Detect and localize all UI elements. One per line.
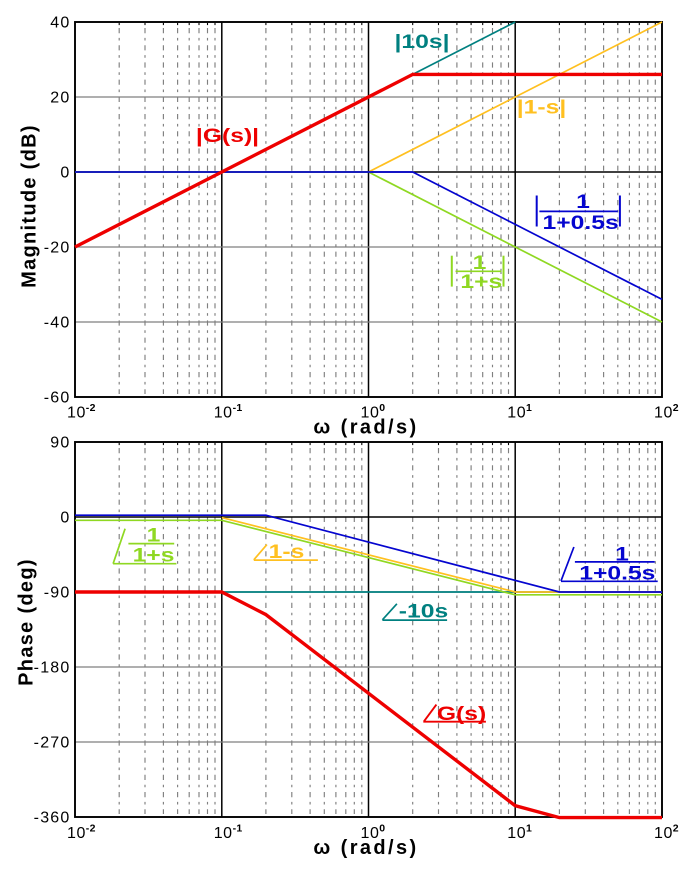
svg-text:90: 90 <box>50 435 70 452</box>
svg-text:1+s: 1+s <box>460 271 502 293</box>
svg-text:1: 1 <box>526 402 532 414</box>
svg-text:-360: -360 <box>34 810 71 827</box>
svg-text:10: 10 <box>361 405 380 422</box>
svg-text:1: 1 <box>615 543 629 565</box>
svg-text:-90: -90 <box>44 585 71 602</box>
svg-text:-20: -20 <box>44 240 71 257</box>
svg-text:1: 1 <box>576 191 590 213</box>
svg-text:0: 0 <box>379 823 385 835</box>
svg-text:|10s|: |10s| <box>395 31 450 53</box>
svg-text:10: 10 <box>67 825 86 842</box>
svg-text:-60: -60 <box>44 390 71 407</box>
svg-text:10: 10 <box>654 405 673 422</box>
svg-text:-40: -40 <box>44 315 71 332</box>
svg-text:-10s: -10s <box>399 600 448 622</box>
svg-text:1+0.5s: 1+0.5s <box>579 562 655 584</box>
svg-text:-2: -2 <box>86 402 96 414</box>
svg-text:-1: -1 <box>233 402 243 414</box>
svg-text:-1: -1 <box>233 823 243 835</box>
svg-text:10: 10 <box>507 405 526 422</box>
svg-text:G(s): G(s) <box>437 703 486 725</box>
svg-text:-270: -270 <box>34 735 71 752</box>
svg-text:10: 10 <box>214 825 233 842</box>
svg-text:10: 10 <box>654 825 673 842</box>
svg-text:1+0.5s: 1+0.5s <box>543 212 619 234</box>
svg-text:0: 0 <box>60 510 70 527</box>
svg-text:10: 10 <box>361 825 380 842</box>
svg-text:-180: -180 <box>34 660 71 677</box>
svg-text:0: 0 <box>379 402 385 414</box>
svg-text:Phase (deg): Phase (deg) <box>16 558 38 686</box>
svg-text:1: 1 <box>526 823 532 835</box>
svg-text:1: 1 <box>147 524 161 546</box>
svg-text:ω (rad/s): ω (rad/s) <box>313 417 418 439</box>
svg-text:-2: -2 <box>86 823 96 835</box>
svg-text:0: 0 <box>60 165 70 182</box>
svg-text:40: 40 <box>50 15 70 32</box>
svg-text:10: 10 <box>67 405 86 422</box>
svg-text:20: 20 <box>50 90 70 107</box>
svg-text:10: 10 <box>507 825 526 842</box>
svg-text:ω (rad/s): ω (rad/s) <box>313 837 418 859</box>
svg-text:1-s: 1-s <box>269 541 305 563</box>
svg-text:2: 2 <box>673 402 679 414</box>
svg-text:10: 10 <box>214 405 233 422</box>
svg-text:|G(s)|: |G(s)| <box>196 125 259 147</box>
svg-text:1: 1 <box>473 252 487 274</box>
svg-text:Magnitude (dB): Magnitude (dB) <box>19 124 41 288</box>
svg-text:2: 2 <box>673 823 679 835</box>
svg-text:|1-s|: |1-s| <box>517 96 566 118</box>
svg-text:1+s: 1+s <box>133 544 175 566</box>
